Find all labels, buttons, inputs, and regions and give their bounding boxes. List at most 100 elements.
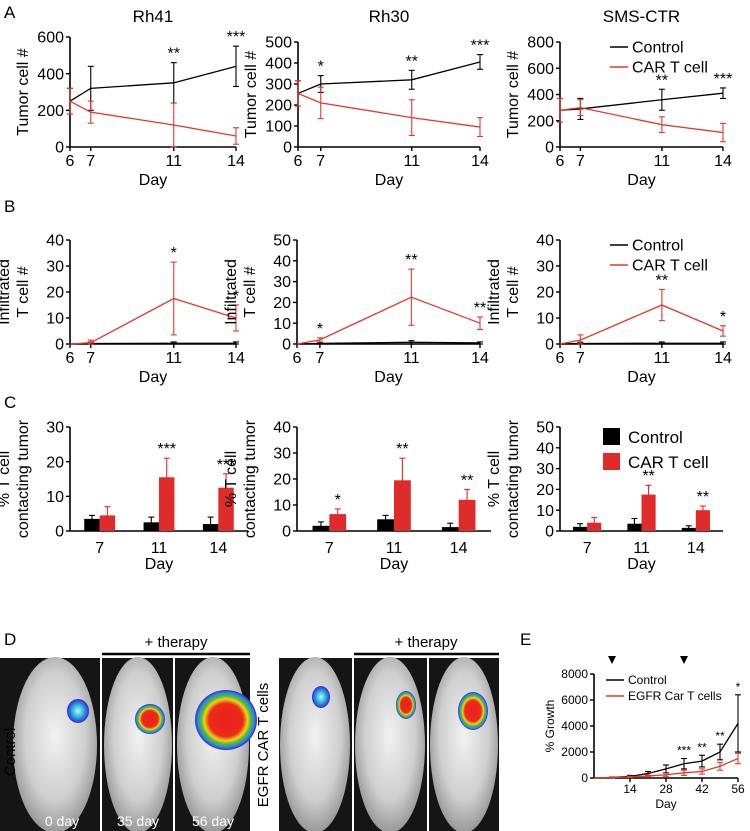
- panel-d-images: Control 0 day 35 day 56 day + therapy EG…: [0, 634, 499, 831]
- y-tick-label: 20: [46, 285, 64, 302]
- series-line: [297, 61, 481, 95]
- x-tick-label: 14: [714, 153, 732, 170]
- y-tick-label: 400: [37, 66, 64, 83]
- bar: [218, 487, 234, 531]
- significance-mark: ***: [714, 71, 733, 88]
- x-tick-label: 7: [86, 153, 95, 170]
- y-tick-label: 10: [273, 498, 291, 515]
- y-tick-label: 600: [527, 61, 554, 78]
- significance-mark: *: [720, 309, 726, 326]
- y-axis-title: T cell #: [15, 266, 32, 317]
- legend-label: CAR T cell: [632, 60, 708, 77]
- chart-rh30-infiltrated: 0 10 20 30 40 50 Infiltrated T cell # Day 6 7 11 14 *…: [223, 233, 489, 386]
- y-axis-title: % T cell: [0, 451, 13, 507]
- y-tick-label: 0: [545, 140, 554, 157]
- mouse-body: [13, 657, 97, 831]
- y-tick-label: 0: [282, 337, 291, 354]
- y-tick-label: 50: [536, 420, 554, 437]
- bar: [84, 518, 100, 531]
- legend-label: CAR T cell: [628, 453, 709, 472]
- x-tick-label: 6: [556, 350, 565, 367]
- series-line: [296, 341, 481, 345]
- y-tick-label: 50: [273, 233, 291, 250]
- x-axis-title: Day: [139, 172, 167, 189]
- chart-sms-ctr-contacting: 0 10 20 30 40 50 % T cell contacting tumor Day 7 1…: [486, 419, 723, 573]
- y-axis-title: % Growth: [543, 700, 557, 753]
- legend-swatch: [603, 428, 620, 445]
- bar: [394, 480, 411, 531]
- x-tick-label: 7: [325, 540, 334, 557]
- significance-mark: **: [697, 740, 707, 754]
- significance-mark: **: [656, 72, 668, 89]
- legend-swatch: [603, 453, 620, 470]
- x-tick-label: 7: [315, 350, 324, 367]
- significance-mark: *: [335, 492, 341, 509]
- significance-mark: **: [656, 272, 668, 289]
- y-tick-label: 20: [536, 482, 554, 499]
- tumor-signal: [458, 692, 488, 730]
- mouse-body: [104, 657, 172, 831]
- significance-mark: ***: [217, 457, 236, 474]
- x-tick-label: 11: [403, 350, 420, 367]
- x-tick-label: 42: [695, 782, 709, 796]
- y-axis-title: Infiltrated: [0, 259, 13, 325]
- y-tick-label: 400: [265, 56, 292, 73]
- y-axis-title: contacting tumor: [15, 419, 32, 538]
- panel-label-a: A: [4, 3, 16, 22]
- x-tick-label: 11: [654, 350, 671, 367]
- x-tick-label: 11: [633, 540, 650, 557]
- y-tick-label: 30: [273, 274, 291, 291]
- significance-mark: *: [171, 245, 177, 262]
- y-tick-label: 4000: [561, 719, 588, 733]
- therapy-arrow: [680, 656, 688, 664]
- y-axis-title: % T cell: [486, 451, 503, 507]
- x-axis-title: Day: [627, 172, 655, 189]
- x-axis-title: Day: [627, 369, 655, 386]
- y-tick-label: 0: [581, 771, 588, 785]
- significance-mark: *: [318, 59, 324, 76]
- y-axis-title: Infiltrated: [223, 259, 240, 325]
- y-tick-label: 0: [545, 337, 554, 354]
- x-tick-label: 7: [583, 540, 592, 557]
- tumor-signal: [312, 686, 330, 708]
- y-axis-title: T cell #: [242, 266, 259, 317]
- x-tick-label: 6: [293, 350, 302, 367]
- y-tick-label: 0: [55, 337, 64, 354]
- series-line: [559, 342, 723, 345]
- significance-mark: ***: [157, 441, 176, 458]
- y-tick-label: 20: [273, 295, 291, 312]
- x-tick-label: 6: [66, 350, 75, 367]
- x-tick-label: 6: [66, 153, 75, 170]
- series-line: [296, 296, 481, 345]
- series-line: [559, 106, 724, 134]
- y-tick-label: 20: [536, 285, 554, 302]
- chart-rh30-tumor-cells: 0 100 200 300 400 500 Tumor cell # Day Rh30 6 7 11 1…: [243, 7, 489, 189]
- y-tick-label: 600: [37, 30, 64, 47]
- x-tick-label: 11: [386, 540, 403, 557]
- y-tick-label: 30: [536, 461, 554, 478]
- tumor-signal: [135, 704, 165, 734]
- panel-label-c: C: [4, 393, 16, 412]
- y-tick-label: 2000: [561, 745, 588, 759]
- y-tick-label: 10: [46, 489, 64, 506]
- x-tick-label: 14: [471, 350, 489, 367]
- y-tick-label: 800: [527, 35, 554, 52]
- x-tick-label: 7: [316, 153, 325, 170]
- chart-title: SMS-CTR: [603, 7, 680, 26]
- y-tick-label: 8000: [561, 667, 588, 681]
- x-tick-label: 11: [654, 153, 671, 170]
- significance-mark: **: [697, 489, 709, 506]
- therapy-arrow: [608, 656, 616, 664]
- x-tick-label: 11: [403, 153, 420, 170]
- x-tick-label: 14: [450, 540, 468, 557]
- legend-label: Control: [628, 428, 683, 447]
- y-axis-title: T cell #: [505, 266, 522, 317]
- chart-sms-ctr-tumor-cells: 0 200 400 600 800 Tumor cell # Day SMS-CTR 6 7 11 1…: [505, 7, 732, 189]
- significance-mark: ***: [471, 38, 490, 55]
- y-tick-label: 40: [536, 440, 554, 457]
- y-tick-label: 100: [265, 119, 292, 136]
- x-tick-label: 7: [576, 350, 585, 367]
- therapy-label: + therapy: [395, 634, 458, 651]
